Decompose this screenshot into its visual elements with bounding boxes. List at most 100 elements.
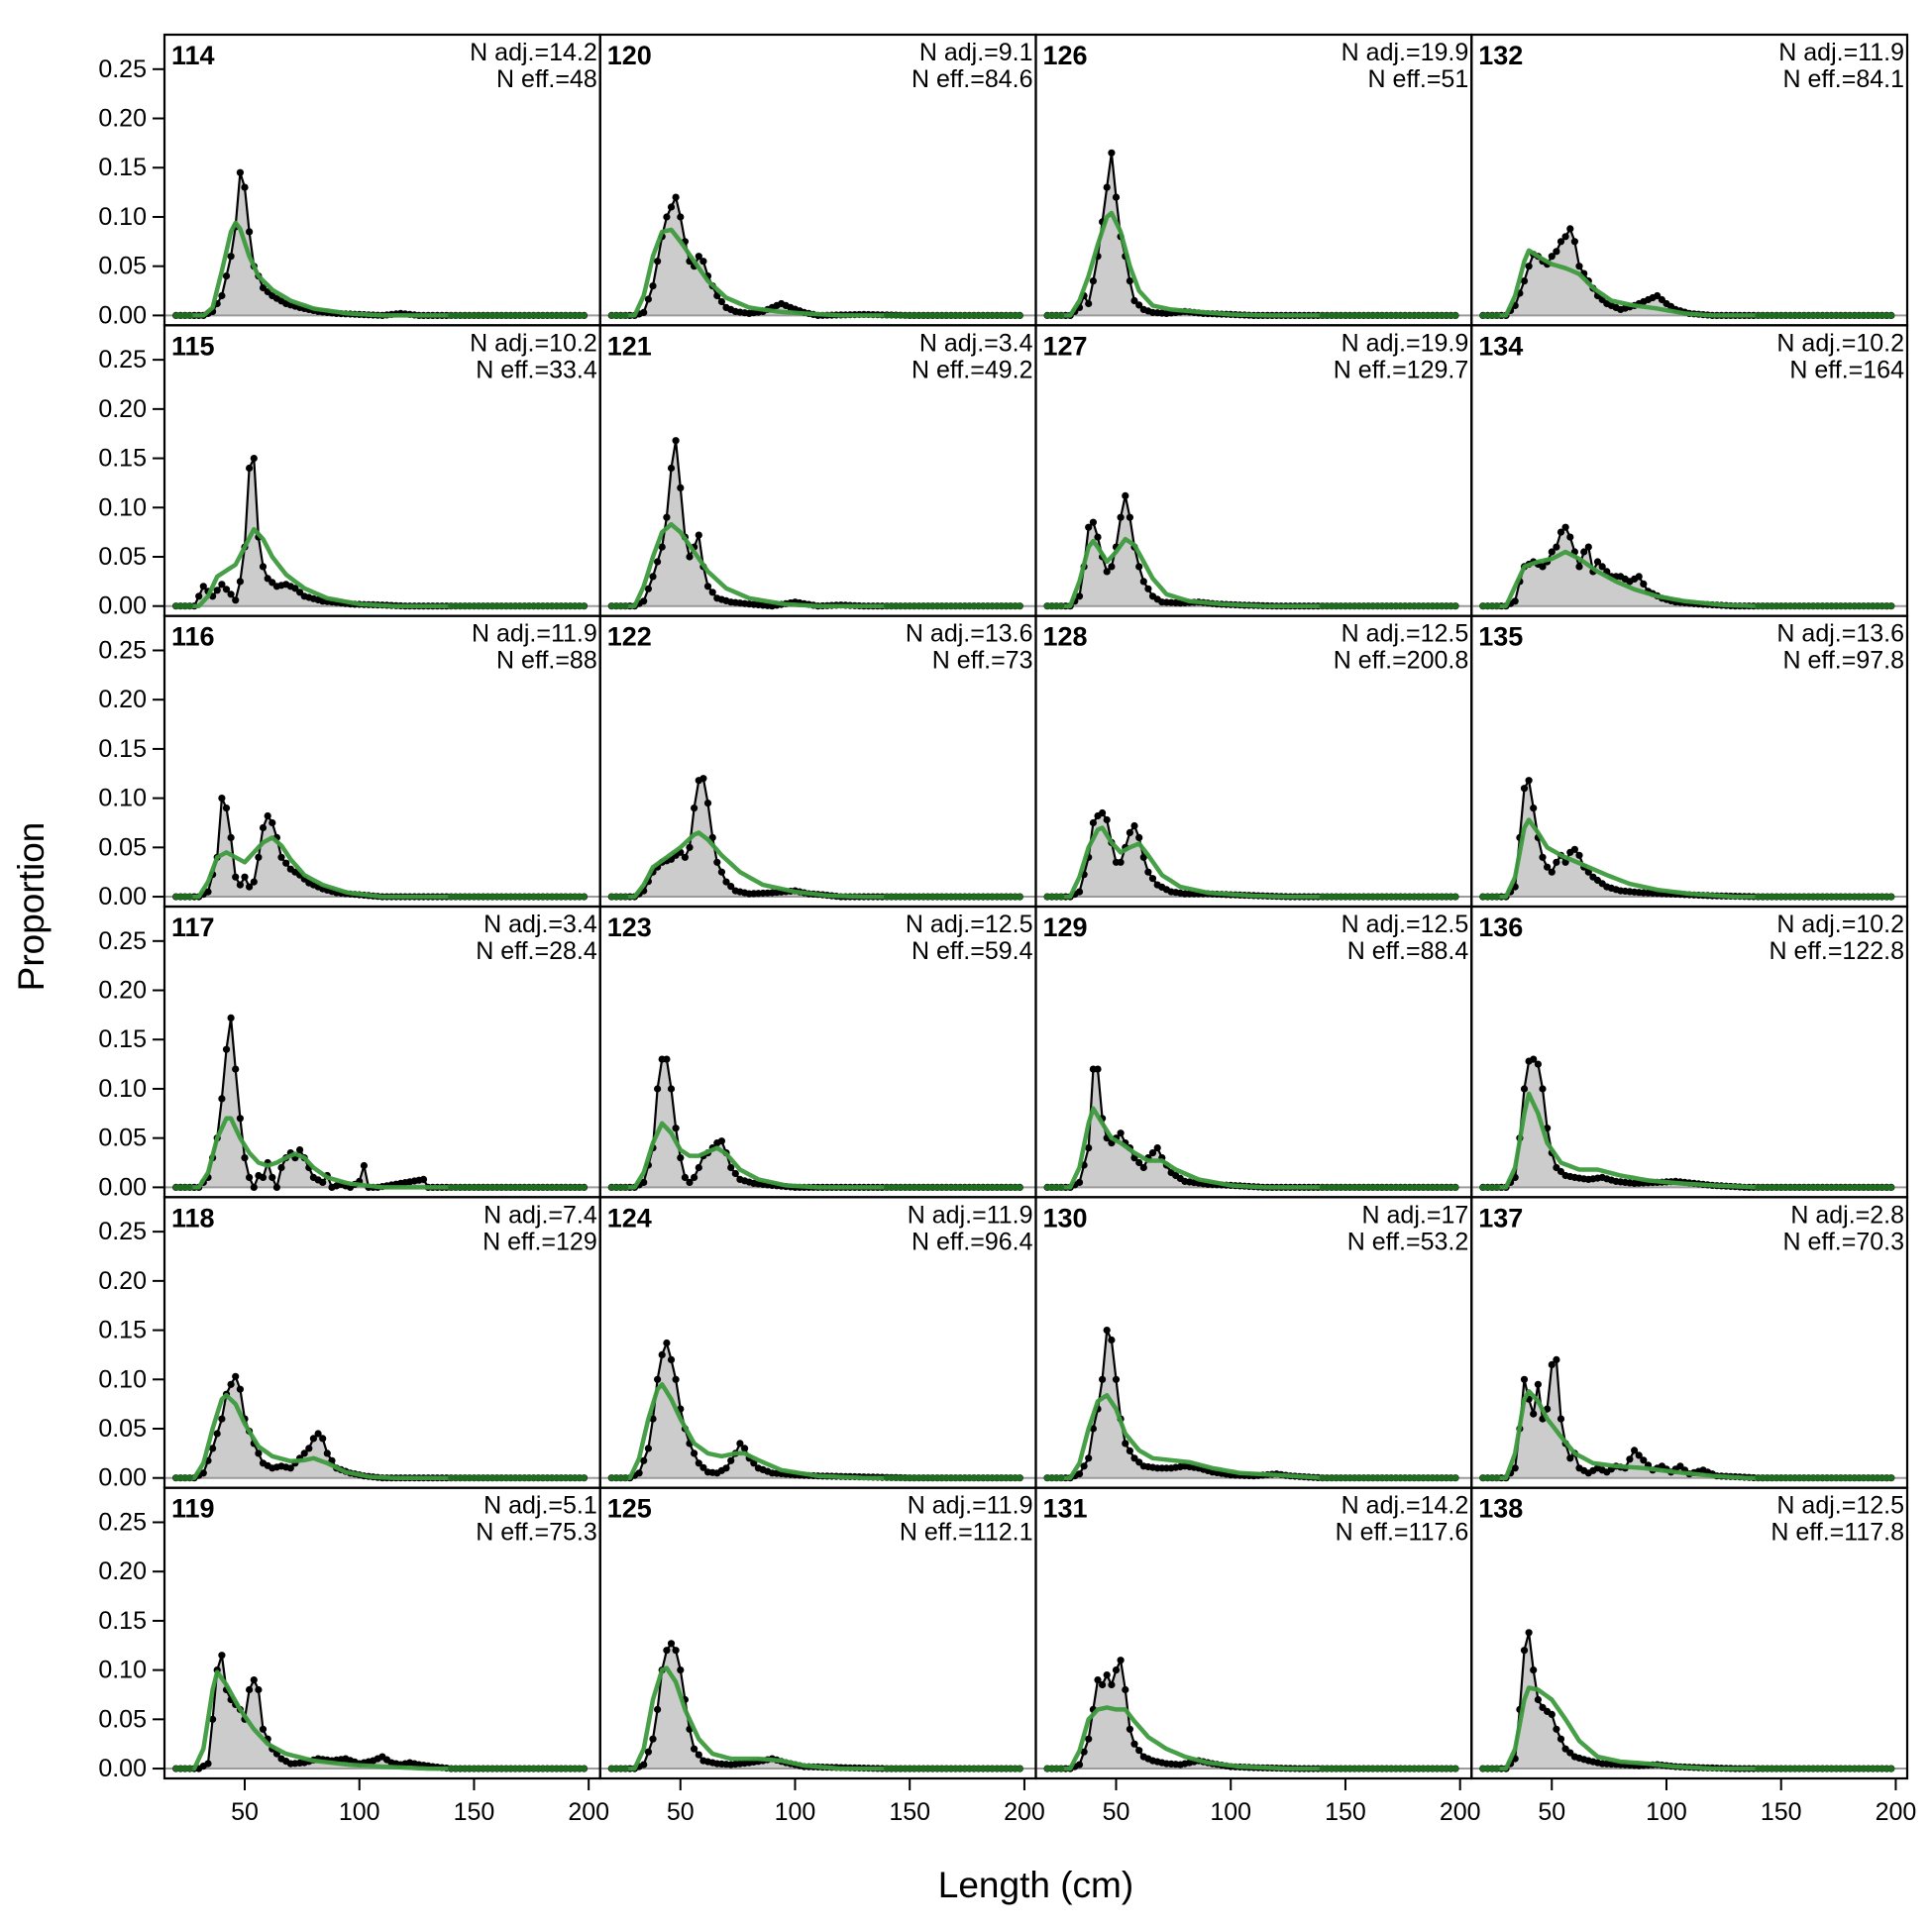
- expected-point: [484, 1765, 491, 1772]
- expected-point: [530, 1765, 537, 1772]
- expected-point: [1401, 1765, 1409, 1772]
- expected-point: [883, 1765, 891, 1772]
- observed-point: [1112, 1375, 1121, 1383]
- observed-point: [1548, 868, 1556, 876]
- expected-point: [1392, 893, 1400, 901]
- y-tick-label: 0.10: [98, 1365, 147, 1393]
- expected-point: [617, 1765, 624, 1772]
- expected-point: [558, 1474, 565, 1481]
- expected-point: [1846, 312, 1854, 319]
- expected-point: [1451, 1184, 1459, 1191]
- observed-point: [1122, 491, 1129, 499]
- expected-point: [572, 1474, 579, 1481]
- panel-label: 137: [1478, 1203, 1523, 1233]
- expected-point: [1420, 312, 1427, 319]
- expected-point: [1360, 1184, 1367, 1191]
- expected-point: [1364, 312, 1372, 319]
- expected-point: [966, 1474, 973, 1481]
- expected-point: [1369, 1765, 1376, 1772]
- expected-point: [924, 893, 931, 901]
- expected-point: [539, 1474, 547, 1481]
- panel-130: 130 N adj.=17N eff.=53.2: [1034, 1196, 1473, 1489]
- expected-point: [1488, 1765, 1496, 1772]
- expected-point: [1364, 1765, 1372, 1772]
- n-eff-label: N eff.=48: [496, 65, 597, 93]
- n-eff-label: N eff.=88: [496, 647, 597, 675]
- observed-point: [222, 586, 231, 593]
- expected-point: [1351, 1474, 1358, 1481]
- expected-point: [1814, 1184, 1821, 1191]
- expected-point: [525, 893, 533, 901]
- observed-point: [268, 818, 276, 827]
- observed-point: [1135, 563, 1143, 571]
- expected-point: [1823, 602, 1831, 609]
- x-tick-label: 50: [1103, 1798, 1130, 1826]
- observed-point: [722, 1464, 730, 1472]
- y-tick-label: 0.05: [98, 1125, 147, 1152]
- expected-point: [471, 1765, 478, 1772]
- expected-point: [181, 1765, 188, 1772]
- expected-point: [1346, 1765, 1353, 1772]
- expected-point: [1411, 893, 1418, 901]
- expected-point: [1342, 893, 1349, 901]
- expected-point: [1800, 893, 1808, 901]
- x-tick-label: 200: [1004, 1798, 1045, 1826]
- expected-point: [929, 602, 936, 609]
- expected-point: [1374, 1765, 1381, 1772]
- expected-point: [562, 1765, 570, 1772]
- expected-point: [608, 1184, 615, 1191]
- panel-120: 120 N adj.=9.1N eff.=84.6: [598, 33, 1037, 327]
- expected-point: [1420, 1184, 1427, 1191]
- expected-point: [181, 1474, 188, 1481]
- expected-point: [181, 602, 188, 609]
- observed-point: [1135, 301, 1143, 309]
- expected-point: [493, 312, 500, 319]
- expected-point: [462, 602, 469, 609]
- expected-point: [1364, 1474, 1372, 1481]
- expected-point: [883, 1184, 891, 1191]
- expected-point: [1360, 893, 1367, 901]
- expected-point: [1488, 602, 1496, 609]
- expected-point: [1800, 1184, 1808, 1191]
- expected-point: [1406, 312, 1414, 319]
- expected-point: [1764, 1184, 1771, 1191]
- expected-point: [1791, 602, 1798, 609]
- expected-point: [1351, 893, 1358, 901]
- expected-point: [475, 893, 483, 901]
- expected-point: [961, 1765, 968, 1772]
- observed-point: [246, 1685, 254, 1694]
- expected-point: [507, 602, 514, 609]
- n-eff-label: N eff.=122.8: [1770, 937, 1904, 965]
- expected-point: [1755, 1765, 1762, 1772]
- panel-label: 120: [607, 41, 652, 70]
- x-tick-label: 50: [667, 1798, 695, 1826]
- expected-point: [1755, 1474, 1762, 1481]
- expected-point: [1007, 1184, 1015, 1191]
- y-tick-label: 0.05: [98, 543, 147, 571]
- y-tick-label: 0.10: [98, 203, 147, 231]
- observed-point: [1575, 851, 1583, 859]
- n-eff-label: N eff.=88.4: [1347, 937, 1469, 965]
- expected-point: [1378, 1765, 1386, 1772]
- observed-point: [727, 1163, 735, 1172]
- expected-point: [1012, 1474, 1019, 1481]
- expected-point: [1364, 1184, 1372, 1191]
- expected-point: [466, 1474, 473, 1481]
- observed-point: [1530, 1666, 1538, 1674]
- expected-point: [1003, 1765, 1010, 1772]
- expected-point: [502, 1184, 510, 1191]
- observed-point: [209, 1715, 217, 1723]
- expected-point: [893, 312, 900, 319]
- y-tick-label: 0.15: [98, 1025, 147, 1053]
- expected-point: [1791, 893, 1798, 901]
- observed-area: [611, 778, 1020, 898]
- expected-point: [1484, 602, 1491, 609]
- n-adj-label: N adj.=3.4: [919, 329, 1033, 357]
- expected-point: [1333, 893, 1340, 901]
- expected-point: [457, 1184, 464, 1191]
- expected-point: [919, 312, 927, 319]
- expected-point: [466, 1184, 473, 1191]
- expected-point: [535, 893, 542, 901]
- expected-point: [947, 1765, 955, 1772]
- observed-point: [241, 873, 249, 881]
